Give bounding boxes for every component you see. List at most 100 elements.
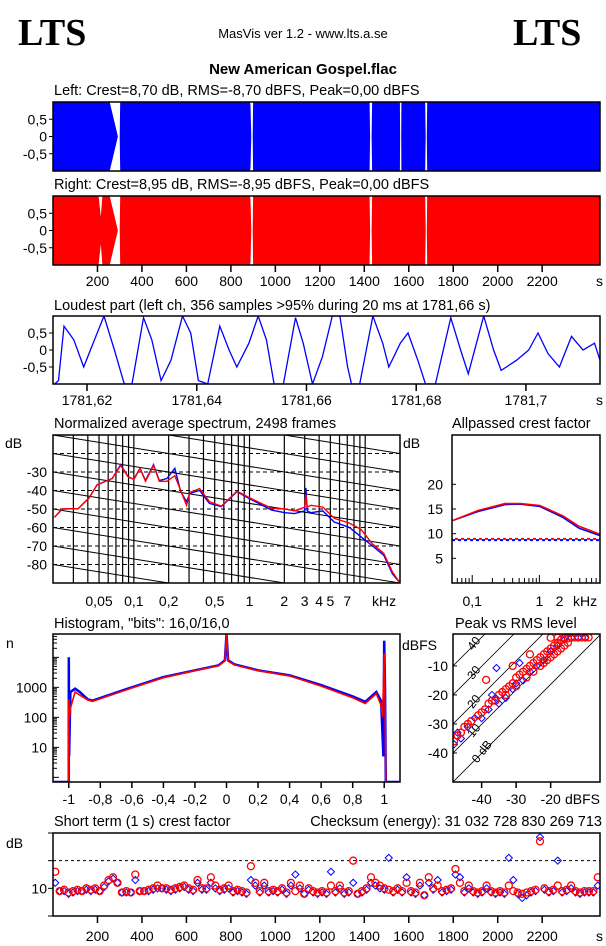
crest-point-right [469,886,478,896]
crest-point-right [446,884,456,893]
y-tick-label: -30 [27,464,47,480]
histogram-frame [52,633,401,783]
scatter-point-right [508,661,517,671]
histogram-line-left [53,634,400,782]
histogram-plot: 10 100 1000 -1 -0,8 -0,6 -0,4 -0,2 0 0,2 0,4 0,6 0,8… [16,633,401,807]
scatter-point-left [580,634,590,643]
spectrum-data [53,435,400,750]
crest-point-right [64,888,73,897]
crest-point-right [117,888,127,897]
app-title: MasVis ver 1.2 - www.lts.a.se [218,26,388,41]
x-tick-label: 0,2 [159,593,179,609]
x-tick-label: 1000 [260,273,291,289]
y-tick-label: 20 [427,476,443,492]
scatter-point-right [546,634,555,642]
scatter-point-left [463,722,473,732]
x-tick-label: 0,1 [462,593,482,609]
scatter-point-left [470,713,479,723]
logo-left: LTS [18,12,86,54]
x-tick-label: 0,8 [343,791,363,807]
crest-point-right [277,884,287,893]
scatter-point-left [456,734,466,743]
crest-point-left [509,875,518,885]
crest-point-right [442,885,451,894]
right-channel-title: Right: Crest=8,95 dB, RMS=-8,95 dBFS, Pe… [54,177,429,193]
crest-point-left [424,878,434,888]
short_term_crest-data [53,833,600,903]
crest-point-right [420,891,429,900]
crest-point-right [593,873,600,882]
grid-line-slope [53,694,400,750]
crest-title: Short term (1 s) crest factor [54,814,231,830]
crest-point-right [82,884,91,893]
crest-point-left [259,881,269,890]
y-tick-label: -0,5 [23,359,47,375]
waveform-xunit: s [596,273,603,289]
allpassed_crest-data [452,502,600,542]
grid-line-slope [53,490,400,547]
crest-point-right [558,886,567,896]
crest-point-right [108,873,118,882]
crest-point-right [242,888,251,897]
crest-point-right [326,881,336,890]
short_term_crest-plot: 10 200 400 600 800 1000 1200 1400 1600 1800 2000 22… [31,832,601,944]
x-tick-label: -0,2 [183,791,207,807]
crest-point-right [424,873,433,882]
x-tick-label: 2 [556,593,564,609]
allpassed-title: Allpassed crest factor [452,416,591,432]
crest-point-right [437,886,447,896]
x-tick-label: 2200 [527,928,558,944]
crest-point-right [366,873,376,882]
y-tick-label: 0 [39,129,47,145]
y-tick-label: 1000 [16,679,47,695]
y-tick-label: 0 [39,342,47,358]
y-tick-label: 5 [435,550,443,566]
checksum: Checksum (energy): 31 032 728 830 269 71… [310,814,602,830]
spectrum-ylabel: dB [5,435,22,451]
crest-point-right [68,886,78,896]
crest-point-right [322,888,331,897]
y-tick-label: 10 [427,526,443,542]
allpassed_crest-plot: 5 10 15 20 0,1 1 2 [427,434,601,609]
crest-point-right [460,886,469,896]
x-tick-label: 1200 [304,273,335,289]
scatter-point-right [529,667,538,676]
crest-point-right [500,888,509,897]
loudest-waveform-line [54,316,600,384]
crest-point-left [246,875,256,885]
x-tick-label: 0,05 [85,593,112,609]
crest-point-right [286,878,296,887]
x-tick-label: 1200 [304,928,335,944]
waveform-area [53,196,600,265]
x-tick-label: -0,6 [120,791,144,807]
x-tick-label: 1800 [438,273,469,289]
crest-point-right [451,864,460,874]
scatter-point-left [491,693,500,703]
scatter-point-right [584,634,593,642]
loudest-frame [52,315,601,385]
crest-point-right [95,886,104,896]
crest-point-left [295,884,305,893]
crest-point-right [162,884,171,893]
crest-reference-label: 20 [464,692,483,711]
crest-point-right [282,888,291,897]
crest-point-right [344,886,353,896]
crest-point-right [482,881,491,890]
crest-point-left [402,873,411,882]
crest-point-right [228,886,238,896]
crest-reference-line [453,634,600,782]
loudest_part-data [54,316,600,384]
crest-point-left [326,867,336,876]
crest-point-right [206,873,216,882]
crest-ylabel: dB [6,835,23,851]
crest-point-right [513,888,522,897]
grid-line-slope [53,453,400,510]
loudest_part-plot: 0,50-0,5 1781,62 1781,64 1781,66 1781,68 1781… [23,315,601,408]
crest-point-right [589,886,598,896]
crest-point-right [175,882,184,892]
x-tick-label: -30 [506,791,526,807]
x-tick-label: 2200 [527,273,558,289]
x-tick-label: 0,1 [124,593,144,609]
crest-reference-label: 40 [464,634,483,653]
crest-point-left [464,884,474,893]
